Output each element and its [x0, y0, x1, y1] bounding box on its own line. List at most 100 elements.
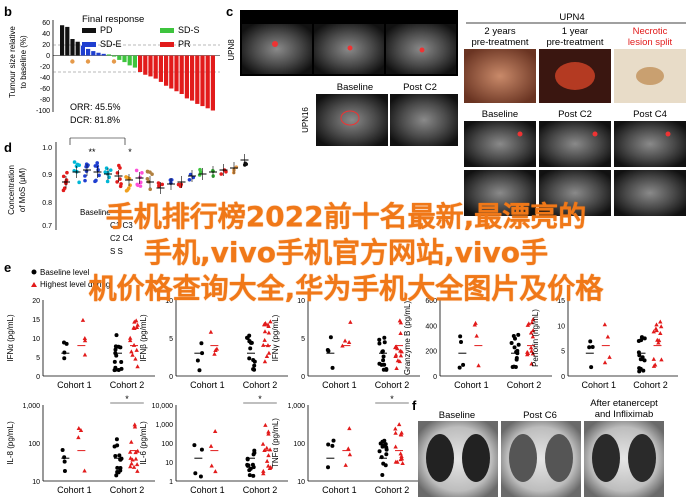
ytick: 40	[42, 31, 50, 38]
panel-label-d: d	[4, 140, 12, 155]
data-point	[380, 349, 385, 354]
data-point	[260, 441, 266, 446]
panel-d-scatter	[61, 154, 249, 194]
legend-dot-baseline	[31, 269, 37, 275]
watermark-line-3: 机价格查询大全,华为手机大全图片及价格	[88, 272, 604, 305]
waterfall-bar	[112, 55, 117, 57]
ytick: -20	[40, 64, 50, 71]
waterfall-bar	[80, 45, 85, 56]
marker-dot	[111, 59, 117, 64]
upn4-photo-2-l2: pre-treatment	[546, 37, 603, 48]
data-point	[251, 452, 256, 457]
lung-lobe	[592, 434, 620, 482]
waterfall-bar	[117, 55, 122, 60]
waterfall-bar	[91, 51, 96, 56]
cohort-label: Cohort 1	[57, 380, 92, 390]
data-point	[80, 317, 86, 322]
data-point	[224, 169, 228, 174]
data-point	[108, 168, 113, 172]
ct-scan	[539, 170, 611, 216]
upn4-label: UPN4	[559, 12, 584, 23]
waterfall-bar	[127, 55, 132, 66]
data-point	[382, 335, 387, 340]
cohort-label: Cohort 1	[190, 380, 225, 390]
legend-label-pd: PD	[100, 25, 113, 35]
data-point	[77, 163, 82, 167]
legend-swatch-pd	[82, 28, 96, 33]
data-point	[128, 338, 133, 343]
ytick: 0.8	[42, 200, 52, 207]
waterfall-bar	[75, 41, 80, 56]
data-point	[530, 334, 536, 339]
lesion-area	[555, 62, 595, 90]
data-point	[393, 344, 399, 349]
upn4-photo-1-l1: 2 years	[484, 26, 515, 37]
data-point	[129, 349, 134, 354]
data-point	[209, 463, 214, 468]
data-point	[383, 442, 388, 447]
data-point	[134, 325, 140, 330]
upn4-photo-2-l1: 1 year	[562, 26, 588, 37]
data-point	[473, 320, 478, 325]
data-point	[61, 174, 66, 179]
data-point	[113, 347, 118, 352]
data-point	[265, 322, 271, 327]
data-point	[530, 328, 536, 333]
data-point	[252, 359, 257, 364]
data-point	[658, 319, 663, 324]
data-point	[530, 317, 536, 322]
ytick: 1.0	[42, 145, 52, 152]
data-point	[514, 357, 519, 362]
waterfall-bar	[70, 39, 75, 56]
data-point	[380, 473, 385, 478]
data-point	[377, 449, 382, 454]
data-point	[512, 345, 517, 350]
data-point	[262, 329, 268, 334]
data-point	[656, 340, 661, 345]
data-point	[377, 361, 382, 366]
data-point	[198, 474, 203, 479]
data-point	[342, 338, 348, 343]
data-point	[126, 186, 131, 190]
data-point	[326, 465, 331, 470]
data-point	[82, 352, 88, 357]
waterfall-bar	[106, 54, 111, 56]
data-point	[262, 337, 267, 342]
panel-d-ylabel-1: Concentration	[7, 165, 16, 215]
data-point	[399, 432, 404, 437]
data-point	[398, 353, 404, 358]
data-point	[393, 430, 398, 435]
marker-dot	[85, 59, 91, 64]
data-point	[252, 363, 257, 368]
data-point	[245, 335, 250, 340]
panel-e-legend-1: Baseline level	[40, 268, 90, 277]
ytick: 0	[301, 374, 305, 381]
waterfall-bar	[210, 55, 215, 111]
data-point	[266, 429, 271, 434]
data-point	[459, 339, 464, 344]
data-point	[157, 184, 161, 188]
data-point	[516, 342, 521, 347]
data-point	[652, 362, 658, 367]
data-point	[398, 451, 403, 456]
data-point	[400, 460, 405, 465]
ytick: 0	[46, 53, 50, 60]
data-point	[251, 465, 256, 470]
panel-f-lung-scans	[418, 421, 664, 497]
data-point	[83, 178, 87, 183]
data-point	[117, 163, 121, 168]
cytokine-ylabel: IFNγ (pg/mL)	[271, 314, 280, 361]
waterfall-bar	[148, 55, 153, 77]
ct-scan	[316, 94, 388, 146]
data-point	[325, 348, 330, 353]
data-point	[513, 364, 518, 369]
cohort-label: Cohort 2	[243, 380, 278, 390]
panel-b-legend: PD SD-S SD-E PR	[82, 25, 200, 49]
cohort-label: Cohort 1	[322, 485, 357, 495]
waterfall-bar	[65, 26, 70, 56]
ytick: 5	[169, 336, 173, 343]
panel-d-xlabel-3: C2 C4	[110, 234, 133, 243]
cohort-label: Cohort 2	[375, 485, 410, 495]
data-point	[658, 324, 664, 329]
cytokine-ylabel: Granzyme B (pg/mL)	[403, 301, 412, 376]
